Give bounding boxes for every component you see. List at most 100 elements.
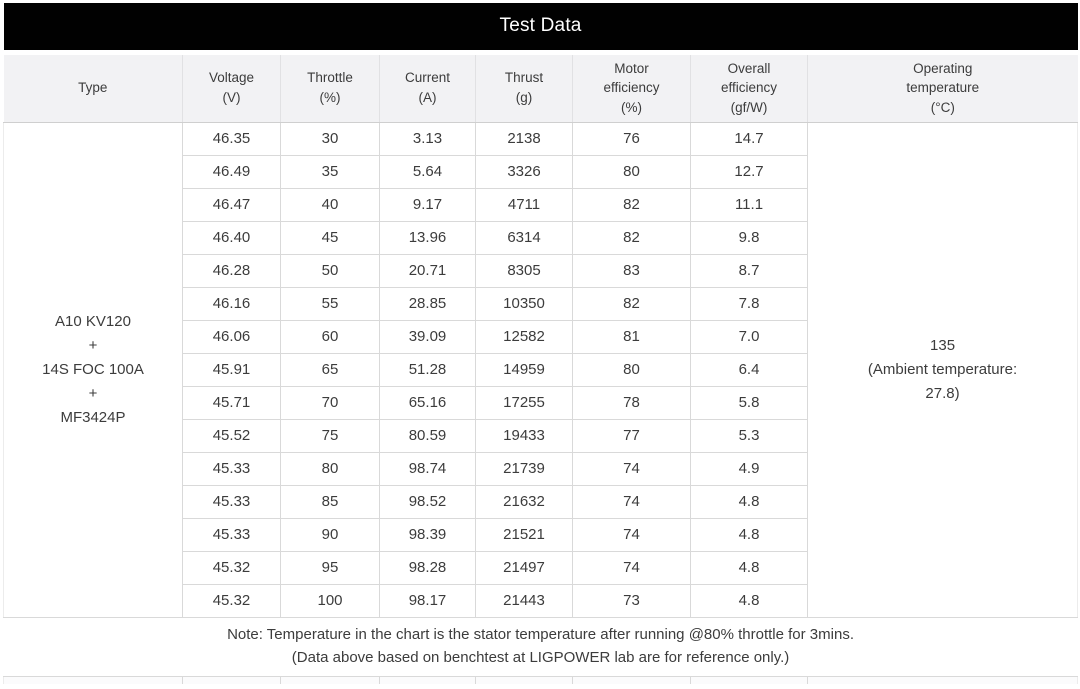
current-cell: 65.16: [379, 385, 476, 420]
note-row: Note: Temperature in the chart is the st…: [3, 617, 1078, 677]
table-row: 46.06 60 39.09 12582 81 7.0: [4, 319, 1078, 354]
partial-cell: [3, 676, 183, 684]
throttle-cell: 65: [280, 352, 380, 387]
column-header-motor-efficiency: Motor efficiency (%): [572, 52, 691, 123]
current-cell: 39.09: [379, 319, 476, 354]
thrust-cell: 6314: [475, 220, 573, 255]
current-cell: 98.17: [379, 583, 476, 618]
current-cell: 98.28: [379, 550, 476, 585]
column-header-operating-temperature: Operating temperature (°C): [807, 52, 1078, 123]
voltage-cell: 46.40: [182, 220, 281, 255]
throttle-cell: 100: [280, 583, 380, 618]
overall-efficiency-cell: 4.8: [690, 583, 808, 618]
thrust-cell: 21497: [475, 550, 573, 585]
footnote-line-1: Note: Temperature in the chart is the st…: [227, 626, 854, 643]
current-cell: 51.28: [379, 352, 476, 387]
thrust-cell: 21739: [475, 451, 573, 486]
throttle-cell: 55: [280, 286, 380, 321]
throttle-cell: 75: [280, 418, 380, 453]
table-row: 46.49 35 5.64 3326 80 12.7: [4, 154, 1078, 189]
motor-efficiency-cell: 76: [572, 121, 691, 156]
throttle-cell: 70: [280, 385, 380, 420]
throttle-cell: 80: [280, 451, 380, 486]
voltage-cell: 45.33: [182, 484, 281, 519]
voltage-cell: 46.16: [182, 286, 281, 321]
motor-efficiency-cell: 74: [572, 484, 691, 519]
table-row: A10 KV120 + 14S FOC 100A + MF3424P 46.35…: [3, 121, 1079, 618]
table-row: 45.32 95 98.28 21497 74 4.8: [4, 550, 1078, 585]
thrust-cell: 12582: [475, 319, 573, 354]
throttle-cell: 30: [280, 121, 380, 156]
overall-efficiency-cell: 7.8: [690, 286, 808, 321]
voltage-cell: 45.91: [182, 352, 281, 387]
current-cell: 3.13: [379, 121, 476, 156]
header-label: Operating temperature: [906, 60, 980, 96]
motor-efficiency-cell: 82: [572, 220, 691, 255]
current-cell: 9.17: [379, 187, 476, 222]
throttle-cell: 45: [280, 220, 380, 255]
thrust-cell: 2138: [475, 121, 573, 156]
overall-efficiency-cell: 8.7: [690, 253, 808, 288]
voltage-cell: 45.32: [182, 583, 281, 618]
motor-efficiency-cell: 74: [572, 451, 691, 486]
header-label: Current: [404, 70, 450, 86]
header-label: Thrust: [504, 70, 544, 86]
motor-efficiency-cell: 77: [572, 418, 691, 453]
motor-efficiency-cell: 74: [572, 550, 691, 585]
header-label: Throttle: [307, 70, 353, 86]
overall-efficiency-cell: 14.7: [690, 121, 808, 156]
motor-efficiency-cell: 82: [572, 286, 691, 321]
table-row: 45.33 85 98.52 21632 74 4.8: [4, 484, 1078, 519]
voltage-cell: 46.49: [182, 154, 281, 189]
thrust-cell: 3326: [475, 154, 573, 189]
motor-efficiency-cell: 74: [572, 517, 691, 552]
thrust-cell: 19433: [475, 418, 573, 453]
current-cell: 5.64: [379, 154, 476, 189]
header-unit: (°C): [930, 99, 955, 115]
voltage-cell: 45.33: [182, 451, 281, 486]
overall-efficiency-cell: 5.3: [690, 418, 808, 453]
thrust-cell: 4711: [475, 187, 573, 222]
type-cell: A10 KV120 + 14S FOC 100A + MF3424P: [3, 121, 183, 618]
footnote-line-2: (Data above based on benchtest at LIGPOW…: [291, 648, 790, 666]
table-row: 45.32 100 98.17 21443 73 4.8: [4, 583, 1078, 618]
column-header-thrust: Thrust (g): [475, 52, 573, 123]
current-cell: 98.52: [379, 484, 476, 519]
thrust-cell: 21632: [475, 484, 573, 519]
header-label: Type: [78, 80, 108, 96]
voltage-cell: 45.33: [182, 517, 281, 552]
overall-efficiency-cell: 4.8: [690, 550, 808, 585]
current-cell: 28.85: [379, 286, 476, 321]
throttle-cell: 95: [280, 550, 380, 585]
motor-efficiency-cell: 80: [572, 154, 691, 189]
overall-efficiency-cell: 4.8: [690, 517, 808, 552]
table-row: 46.28 50 20.71 8305 83 8.7: [4, 253, 1078, 288]
partial-cell: [182, 676, 281, 684]
voltage-cell: 46.47: [182, 187, 281, 222]
throttle-cell: 85: [280, 484, 380, 519]
voltage-cell: 45.32: [182, 550, 281, 585]
motor-efficiency-cell: 81: [572, 319, 691, 354]
partial-cell: [806, 676, 1079, 684]
voltage-cell: 45.71: [182, 385, 281, 420]
header-unit: (g): [515, 90, 533, 105]
partial-cell: [280, 676, 380, 684]
thrust-cell: 21521: [475, 517, 573, 552]
voltage-cell: 46.06: [182, 319, 281, 354]
header-unit: (gf/W): [730, 99, 768, 115]
current-cell: 20.71: [379, 253, 476, 288]
column-header-row: Type Voltage (V) Throttle (%) Current (A) T…: [3, 52, 1078, 123]
voltage-cell: 46.35: [182, 121, 281, 156]
header-unit: (%): [621, 99, 642, 115]
thrust-cell: 8305: [475, 253, 573, 288]
title-bar: Test Data: [3, 3, 1078, 55]
motor-efficiency-cell: 83: [572, 253, 691, 288]
current-cell: 13.96: [379, 220, 476, 255]
header-unit: (A): [418, 90, 437, 105]
partial-cell: [475, 676, 573, 684]
column-header-current: Current (A): [379, 52, 476, 123]
table-row: 45.33 80 98.74 21739 74 4.9: [4, 451, 1078, 486]
overall-efficiency-cell: 5.8: [690, 385, 808, 420]
column-header-overall-efficiency: Overall efficiency (gf/W): [690, 52, 808, 123]
motor-efficiency-cell: 82: [572, 187, 691, 222]
